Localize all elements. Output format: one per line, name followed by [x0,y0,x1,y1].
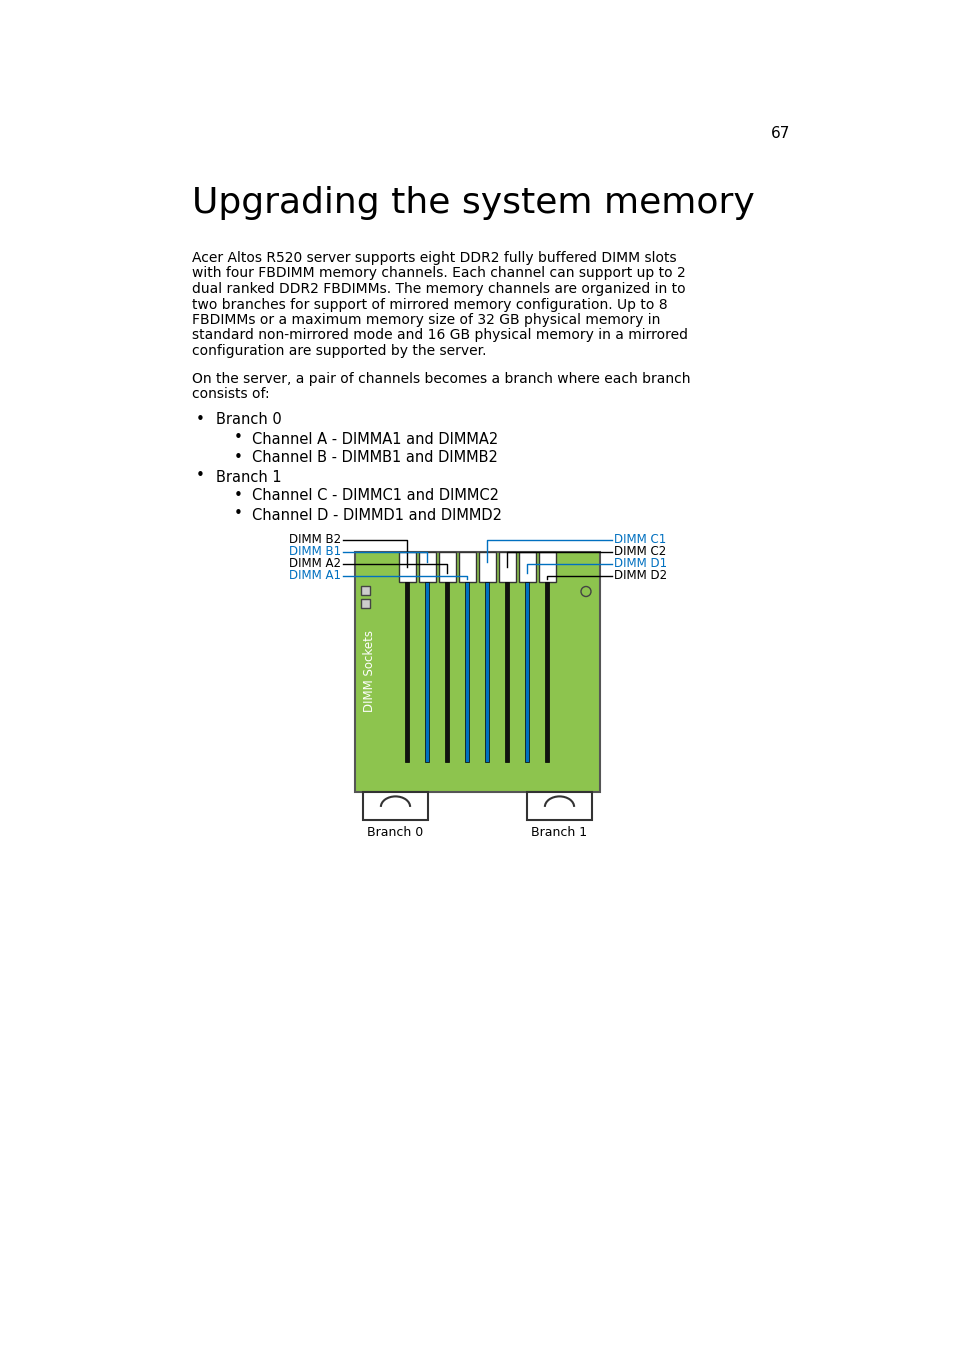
Text: Channel A - DIMMA1 and DIMMA2: Channel A - DIMMA1 and DIMMA2 [252,431,497,446]
Text: DIMM A2: DIMM A2 [289,557,340,570]
Text: DIMM D1: DIMM D1 [614,557,666,570]
Text: •: • [195,412,204,427]
Bar [478,551,496,581]
Bar [458,551,476,581]
Text: DIMM B1: DIMM B1 [289,544,340,558]
Text: •: • [233,507,242,521]
Bar [465,581,469,762]
Text: Channel B - DIMMB1 and DIMMB2: Channel B - DIMMB1 and DIMMB2 [252,450,497,466]
Bar [545,581,549,762]
Text: with four FBDIMM memory channels. Each channel can support up to 2: with four FBDIMM memory channels. Each c… [192,266,685,281]
Bar [485,581,489,762]
Text: Upgrading the system memory: Upgrading the system memory [192,186,754,220]
Text: DIMM A1: DIMM A1 [289,569,340,582]
Bar [505,581,509,762]
Bar [363,792,428,820]
Bar [360,585,370,594]
Bar [498,551,516,581]
Text: Branch 1: Branch 1 [215,470,281,485]
Bar [355,551,599,792]
Bar [418,551,436,581]
Bar [526,792,592,820]
Text: two branches for support of mirrored memory configuration. Up to 8: two branches for support of mirrored mem… [192,297,667,312]
Text: consists of:: consists of: [192,386,270,401]
Text: standard non-mirrored mode and 16 GB physical memory in a mirrored: standard non-mirrored mode and 16 GB phy… [192,328,687,343]
Text: On the server, a pair of channels becomes a branch where each branch: On the server, a pair of channels become… [192,372,690,385]
Bar [445,581,449,762]
Text: DIMM C2: DIMM C2 [614,544,665,558]
Bar [438,551,456,581]
Text: DIMM C1: DIMM C1 [614,534,665,546]
Text: •: • [233,488,242,503]
Bar [425,581,429,762]
Bar [405,581,409,762]
Text: •: • [233,431,242,446]
Text: Channel D - DIMMD1 and DIMMD2: Channel D - DIMMD1 and DIMMD2 [252,508,501,523]
Text: Acer Altos R520 server supports eight DDR2 fully buffered DIMM slots: Acer Altos R520 server supports eight DD… [192,251,676,265]
Text: Branch 0: Branch 0 [367,825,423,839]
Bar [360,598,370,608]
Text: DIMM Sockets: DIMM Sockets [363,631,376,712]
Text: configuration are supported by the server.: configuration are supported by the serve… [192,345,486,358]
Bar [518,551,536,581]
Text: Branch 0: Branch 0 [215,412,281,427]
Text: Branch 1: Branch 1 [531,825,587,839]
Text: FBDIMMs or a maximum memory size of 32 GB physical memory in: FBDIMMs or a maximum memory size of 32 G… [192,313,659,327]
Text: dual ranked DDR2 FBDIMMs. The memory channels are organized in to: dual ranked DDR2 FBDIMMs. The memory cha… [192,282,685,296]
Text: DIMM D2: DIMM D2 [614,569,666,582]
Bar [398,551,416,581]
Text: Channel C - DIMMC1 and DIMMC2: Channel C - DIMMC1 and DIMMC2 [252,489,498,504]
Text: •: • [195,469,204,484]
Text: 67: 67 [770,126,789,141]
Text: DIMM B2: DIMM B2 [289,534,340,546]
Text: •: • [233,450,242,465]
Bar [538,551,556,581]
Bar [525,581,529,762]
